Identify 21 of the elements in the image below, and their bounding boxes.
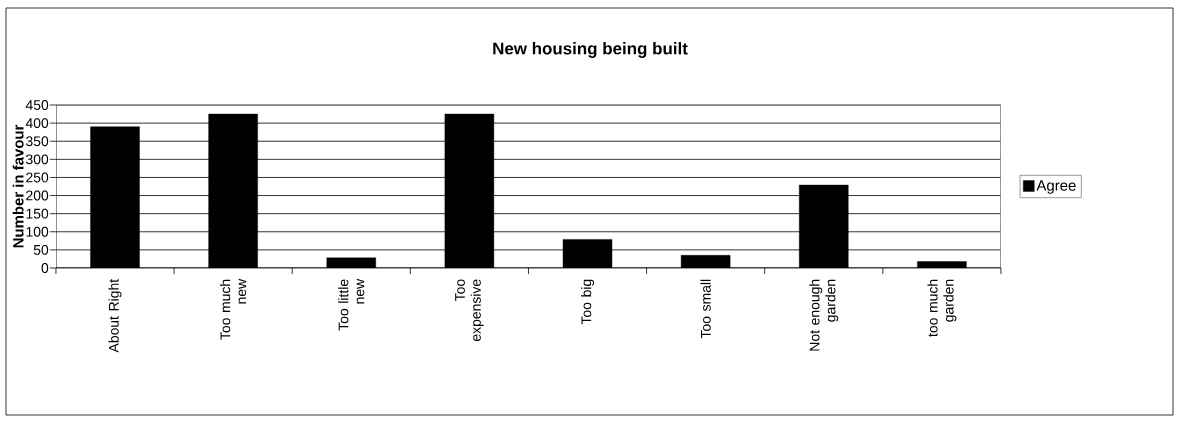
x-tick-label: Not enough garden (809, 279, 839, 351)
y-tick-label: 300 (26, 154, 49, 165)
y-tick-label: 200 (26, 190, 49, 201)
y-tick-label: 450 (25, 100, 49, 110)
x-tick-label: Too small (700, 279, 711, 339)
y-tick-label: 100 (26, 226, 49, 237)
chart-title: New housing being built (493, 42, 688, 58)
legend-label: Agree (1036, 180, 1076, 194)
y-tick-label: 150 (26, 208, 49, 219)
y-axis-title: Number in favour (12, 124, 24, 248)
x-tick-label: Too expensive (455, 279, 484, 342)
x-tick-label: About Right (108, 278, 122, 353)
y-tick-label: 250 (26, 172, 49, 183)
y-tick-label: 350 (26, 136, 49, 147)
x-tick-label: Too big (581, 279, 594, 325)
x-tick-label: too much garden (927, 279, 957, 337)
y-tick-label: 0 (41, 263, 49, 273)
y-tick-label: 400 (25, 118, 49, 129)
x-tick-label: Too little new (338, 278, 365, 331)
y-tick-label: 50 (33, 244, 49, 255)
x-tick-label: Too much new (220, 278, 247, 340)
